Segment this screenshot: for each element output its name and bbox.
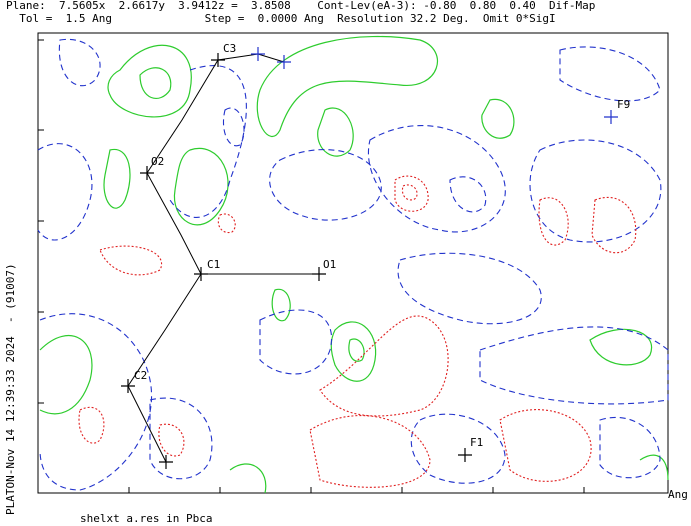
contour (481, 98, 515, 139)
contour (348, 338, 365, 362)
contour (58, 38, 101, 87)
contour (538, 197, 569, 246)
atom-label: O1 (323, 258, 336, 271)
side-label: PLATON-Nov 14 12:39:33 2024 - (91007) (4, 263, 17, 515)
contour (401, 184, 418, 201)
contours (37, 32, 669, 494)
contour (479, 326, 669, 405)
contour (367, 125, 506, 233)
atom-marker (458, 448, 472, 462)
atom-label: O2 (151, 155, 164, 168)
atom-marker (312, 267, 326, 281)
contour (99, 245, 163, 276)
atom-marker (159, 455, 173, 469)
contour (158, 423, 185, 457)
contour (559, 46, 661, 102)
contour (149, 397, 213, 480)
atom-label: C1 (207, 258, 220, 271)
contour (319, 315, 449, 417)
contour (78, 406, 105, 444)
contour (229, 463, 267, 494)
contour (589, 328, 653, 366)
footer: shelxt a.res in Pbca (80, 512, 212, 525)
contour (173, 147, 229, 226)
contour (39, 313, 152, 491)
contour (410, 413, 506, 484)
bond (146, 53, 319, 275)
contour (394, 175, 429, 212)
atom-label: F1 (470, 436, 483, 449)
contour (139, 67, 172, 100)
contour (217, 213, 236, 234)
atom-label: C3 (223, 42, 236, 55)
atom-marker (140, 166, 154, 180)
atom-marker (211, 53, 225, 67)
contour (591, 196, 637, 254)
contour (639, 454, 669, 481)
bond (127, 273, 202, 463)
atom-marker (251, 47, 265, 61)
contour (37, 143, 93, 241)
header-line: Plane: 7.5605x 2.6617y 3.9412z = 3.8508 … (6, 0, 595, 12)
contour (529, 139, 662, 243)
contour (317, 107, 354, 157)
atom-marker (121, 379, 135, 393)
contour (256, 35, 438, 137)
contour (599, 416, 661, 479)
contour (271, 288, 291, 322)
contour (309, 415, 431, 488)
header-line: Tol = 1.5 Ang Step = 0.0000 Ang Resoluti… (6, 12, 556, 25)
atom-label: C2 (134, 369, 147, 382)
contour (330, 321, 377, 382)
contour (169, 65, 247, 218)
contour (259, 309, 333, 375)
atom-label: F9 (617, 98, 630, 111)
contour (103, 148, 131, 209)
contour (107, 44, 192, 118)
contour (449, 176, 487, 213)
contour (269, 149, 382, 221)
axis-label: Ang (668, 488, 688, 501)
atom-marker (604, 110, 618, 124)
atom-marker (194, 267, 208, 281)
contour (499, 409, 592, 482)
contour (397, 252, 542, 325)
atom-marker (277, 55, 291, 69)
bonds (127, 53, 319, 463)
contour (222, 107, 245, 147)
contour (39, 335, 93, 415)
frame (37, 32, 669, 494)
